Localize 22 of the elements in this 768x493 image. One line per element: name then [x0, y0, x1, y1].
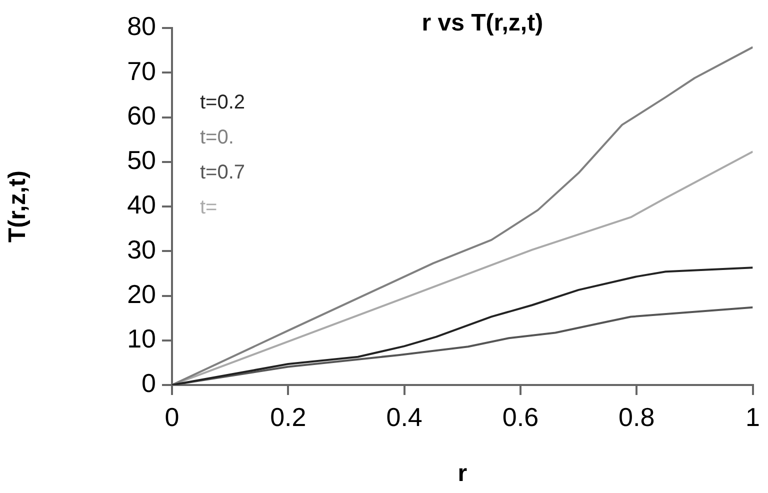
text: t=0.7	[200, 162, 246, 184]
text: t=0.	[200, 126, 234, 149]
x-tick-label: 0	[164, 402, 180, 432]
x-tick-label: 0.2	[270, 402, 306, 432]
x-tick-label: 1	[746, 402, 760, 432]
x-axis-title: r	[458, 460, 468, 488]
text: t=	[200, 196, 218, 219]
y-tick-label: 70	[127, 56, 156, 86]
y-tick-label: 50	[127, 145, 156, 176]
y-tick-label: 60	[127, 100, 156, 130]
x-tick-label: 0.4	[386, 402, 422, 432]
text: t=0.2	[200, 92, 246, 114]
y-axis-title: T(r,z,t)	[4, 170, 32, 242]
chart-title: r vs T(r,z,t)	[422, 10, 544, 37]
y-tick-label: 0	[142, 368, 156, 398]
y-tick-label: 40	[127, 190, 156, 220]
x-tick-label: 0.8	[618, 402, 655, 432]
y-tick-label: 30	[127, 234, 156, 264]
x-tick-label: 0.6	[502, 402, 539, 432]
y-tick-label: 10	[127, 324, 156, 354]
y-tick-label: 80	[127, 11, 156, 42]
y-tick-label: 20	[127, 278, 156, 309]
